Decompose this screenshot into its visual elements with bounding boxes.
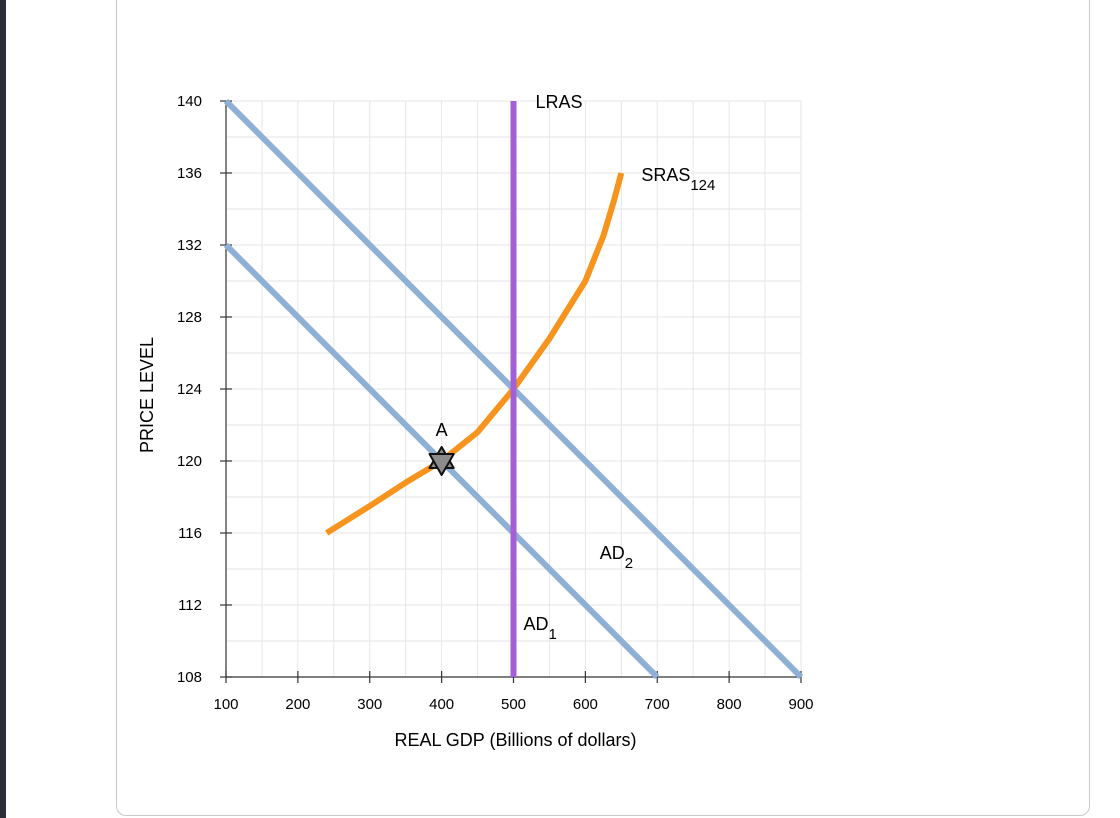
point-a-label: A — [436, 420, 448, 440]
x-tick-label: 800 — [717, 696, 742, 713]
x-tick-label: 600 — [573, 696, 598, 713]
x-tick-label: 300 — [357, 696, 382, 713]
y-tick-label: 112 — [178, 597, 202, 614]
axes: 100 200 300 400 500 600 700 800 900 108 112 116 120 1… — [177, 93, 814, 713]
y-tick-label: 108 — [177, 669, 202, 686]
point-a-center — [435, 455, 448, 467]
x-tick-label: 500 — [501, 696, 526, 713]
y-tick-label: 132 — [177, 237, 202, 254]
lras-label: LRAS — [536, 92, 583, 112]
x-tick-label: 100 — [213, 696, 238, 713]
x-tick-label: 200 — [285, 696, 310, 713]
ad2-label: AD2 — [600, 543, 633, 572]
window-edge — [0, 0, 6, 818]
x-tick-label: 400 — [429, 696, 454, 713]
x-tick-label: 900 — [788, 696, 813, 713]
y-tick-label: 120 — [177, 453, 202, 470]
y-axis-title: PRICE LEVEL — [137, 337, 157, 453]
graph-card — [116, 0, 1090, 816]
y-tick-label: 140 — [177, 93, 202, 110]
x-axis-title: REAL GDP (Billions of dollars) — [394, 730, 636, 750]
sras-label: SRAS124 — [641, 165, 715, 194]
y-tick-label: 116 — [178, 525, 202, 542]
y-tick-label: 136 — [177, 165, 202, 182]
point-layer[interactable]: A — [428, 420, 455, 476]
ad1-label: AD1 — [524, 614, 557, 643]
x-tick-label: 700 — [645, 696, 670, 713]
y-tick-label: 124 — [177, 381, 202, 398]
y-tick-label: 128 — [177, 309, 202, 326]
